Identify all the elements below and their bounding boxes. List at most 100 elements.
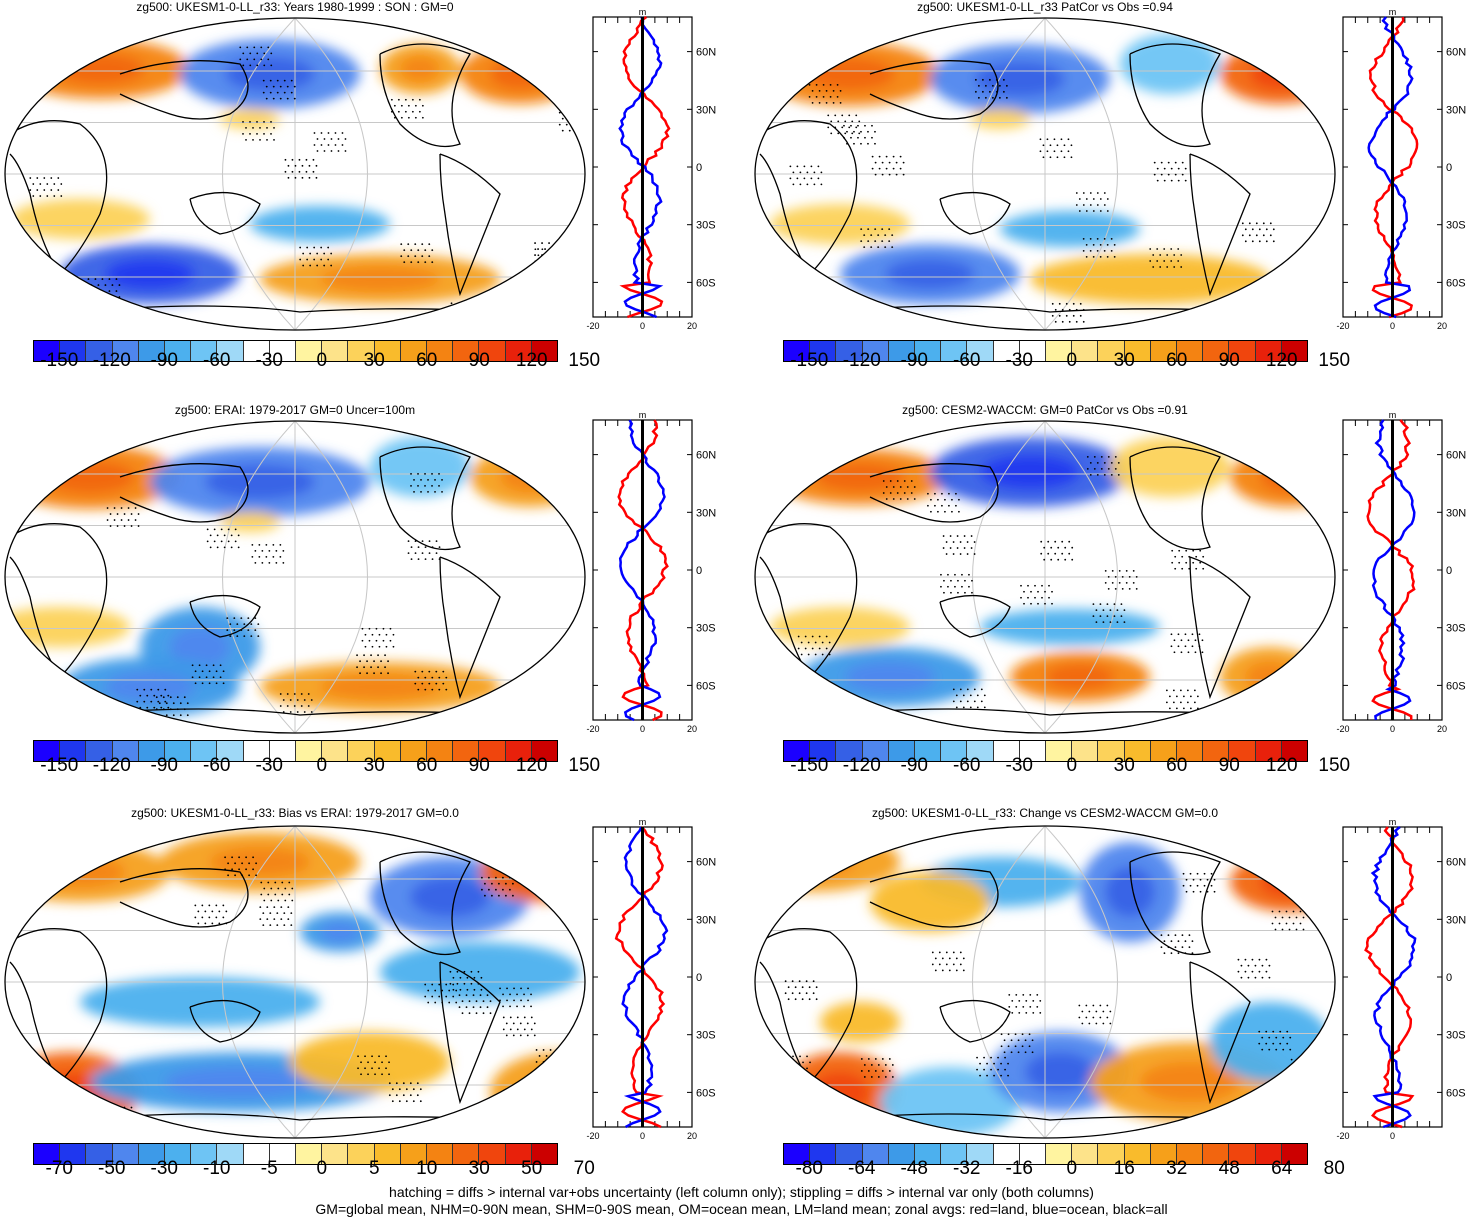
colorbar-swatch bbox=[941, 741, 968, 761]
colorbar-label: 0 bbox=[1066, 350, 1078, 371]
zonal-lat-label: 0 bbox=[1446, 162, 1452, 174]
colorbar-label: -5 bbox=[260, 1158, 278, 1179]
panel-title: zg500: CESM2-WACCM: GM=0 PatCor vs Obs =… bbox=[902, 403, 1188, 417]
colorbar-swatch bbox=[1124, 741, 1151, 761]
map-outline bbox=[754, 825, 1336, 1139]
colorbar-label: 0 bbox=[316, 350, 328, 371]
zonal-x-label: 20 bbox=[687, 321, 697, 331]
colorbar-swatch bbox=[1150, 341, 1178, 361]
zonal-lat-label: 30N bbox=[696, 507, 716, 519]
zonal-lat-label: 30N bbox=[696, 914, 716, 926]
colorbar-label: -90 bbox=[150, 350, 178, 371]
colorbar-swatch bbox=[34, 741, 61, 761]
colorbar-swatch bbox=[269, 1144, 297, 1164]
colorbar-swatch bbox=[1177, 741, 1204, 761]
colorbar-label: -30 bbox=[255, 755, 283, 776]
colorbar-swatch bbox=[138, 341, 166, 361]
colorbar-label: -90 bbox=[150, 755, 178, 776]
colorbar-label: -30 bbox=[1005, 350, 1033, 371]
colorbar-label: 30 bbox=[468, 1158, 490, 1179]
colorbar-swatch bbox=[1072, 1144, 1099, 1164]
colorbar-label: 150 bbox=[1318, 755, 1351, 776]
colorbar-swatch bbox=[191, 741, 218, 761]
zonal-lat-label: 60N bbox=[1446, 47, 1466, 59]
colorbar-swatch bbox=[60, 741, 87, 761]
colorbar-swatch bbox=[479, 741, 506, 761]
colorbar-swatch bbox=[531, 341, 558, 361]
colorbar bbox=[33, 340, 558, 362]
colorbar-swatch bbox=[34, 1144, 61, 1164]
colorbar-swatch bbox=[348, 741, 375, 761]
colorbar-swatch bbox=[348, 1144, 375, 1164]
zonal-lat-label: 30N bbox=[696, 104, 716, 116]
colorbar-swatch bbox=[322, 741, 349, 761]
colorbar-label: 10 bbox=[416, 1158, 438, 1179]
colorbar-swatch bbox=[296, 341, 323, 361]
zonal-lat-label: 0 bbox=[1446, 565, 1452, 577]
colorbar-swatch bbox=[505, 341, 532, 361]
colorbar-label: -150 bbox=[790, 755, 829, 776]
colorbar-swatch bbox=[1150, 741, 1178, 761]
colorbar-label: -48 bbox=[900, 1158, 928, 1179]
colorbar-swatch bbox=[1019, 341, 1047, 361]
colorbar-label: 60 bbox=[416, 350, 438, 371]
colorbar-label: -120 bbox=[842, 755, 881, 776]
colorbar-swatch bbox=[1229, 1144, 1256, 1164]
zonal-x-label: 0 bbox=[640, 724, 645, 734]
colorbar-label: -120 bbox=[92, 350, 131, 371]
colorbar-swatch bbox=[138, 1144, 166, 1164]
colorbar-swatch bbox=[1255, 741, 1282, 761]
colorbar bbox=[33, 740, 558, 762]
stippling bbox=[789, 78, 1275, 323]
colorbar-swatch bbox=[862, 341, 889, 361]
colorbar-swatch bbox=[941, 341, 968, 361]
colorbar-swatch bbox=[1098, 341, 1125, 361]
colorbar-label: -16 bbox=[1005, 1158, 1033, 1179]
zonal-x-label: 20 bbox=[687, 1131, 697, 1141]
colorbar-swatch bbox=[453, 1144, 480, 1164]
colorbar-label: 90 bbox=[1218, 755, 1240, 776]
zonal-lat-label: 60N bbox=[1446, 857, 1466, 869]
colorbar-label: 120 bbox=[515, 350, 548, 371]
colorbar-swatch bbox=[915, 741, 942, 761]
colorbar-swatch bbox=[348, 341, 375, 361]
colorbar bbox=[783, 1143, 1308, 1165]
zonal-lat-label: 30S bbox=[1446, 1030, 1466, 1042]
zonal-unit-label: m bbox=[639, 410, 647, 420]
zonal-lat-label: 60S bbox=[696, 680, 716, 692]
colorbar-swatch bbox=[112, 1144, 139, 1164]
colorbar-swatch bbox=[217, 1144, 244, 1164]
colorbar-swatch bbox=[1177, 1144, 1204, 1164]
colorbar-swatch bbox=[427, 341, 454, 361]
colorbar-swatch bbox=[165, 1144, 192, 1164]
zonal-land-curve bbox=[617, 419, 669, 722]
zonal-x-label: 0 bbox=[1390, 724, 1395, 734]
colorbar-swatch bbox=[165, 741, 192, 761]
zonal-x-label: 20 bbox=[687, 724, 697, 734]
colorbar-swatch bbox=[60, 341, 87, 361]
coastlines bbox=[759, 851, 1311, 1125]
colorbar-label: -150 bbox=[40, 755, 79, 776]
colorbar-labels: -150 -120 -90 -60 -30 0 30 60 90 120 150 bbox=[33, 350, 600, 372]
zonal-mean-plot: m 60N 30N 0 30S 60S -20 0 bbox=[1336, 817, 1466, 1141]
colorbar-label: 0 bbox=[316, 1158, 328, 1179]
panel-title: zg500: ERAI: 1979-2017 GM=0 Uncer=100m bbox=[174, 403, 416, 417]
colorbar-label: -10 bbox=[203, 1158, 231, 1179]
colorbar-labels: -70 -50 -30 -10 -5 0 5 10 30 50 70 bbox=[33, 1158, 595, 1180]
map bbox=[754, 420, 1336, 734]
zonal-mean-plot: m 60N 30N 0 30S 60S -20 0 20 bbox=[1336, 7, 1466, 331]
zonal-lat-label: 30S bbox=[696, 623, 716, 635]
zonal-lat-label: 30S bbox=[696, 1030, 716, 1042]
zonal-lat-label: 30S bbox=[696, 220, 716, 232]
map-outline bbox=[4, 825, 586, 1139]
zonal-x-label: -20 bbox=[1336, 1131, 1349, 1141]
colorbar-swatch bbox=[1124, 341, 1151, 361]
colorbar-swatch bbox=[531, 1144, 558, 1164]
colorbar-swatch bbox=[243, 341, 270, 361]
colorbar-label: 30 bbox=[363, 755, 385, 776]
zonal-unit-label: m bbox=[1389, 410, 1397, 420]
colorbar-label: 70 bbox=[573, 1158, 595, 1179]
colorbar-swatch bbox=[784, 741, 811, 761]
colorbar-label: 90 bbox=[468, 350, 490, 371]
colorbar-swatch bbox=[427, 741, 454, 761]
